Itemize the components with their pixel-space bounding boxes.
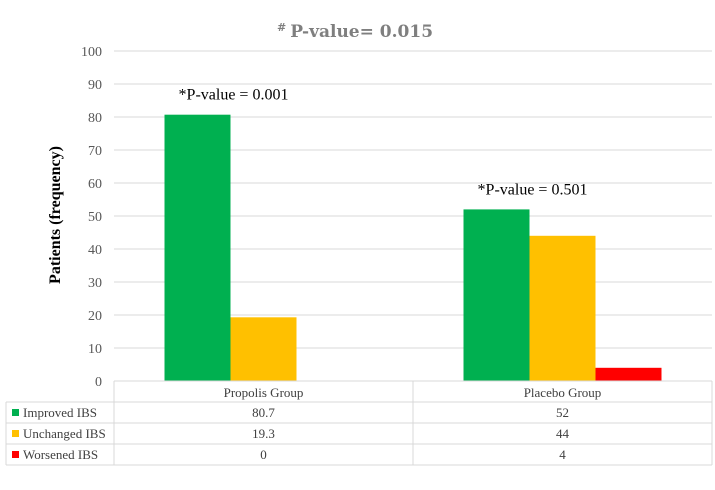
bar [164,114,231,381]
y-tick-label: 80 [88,111,102,126]
y-tick-label: 90 [88,78,102,93]
bar [529,235,596,381]
x-tick-label: Propolis Group [224,385,304,400]
legend-swatch [12,430,19,437]
bars [164,114,662,381]
chart-title: # P-value= 0.015 [277,21,433,42]
y-tick-label: 0 [95,375,102,390]
y-tick-label: 30 [88,276,102,291]
data-label: 52 [556,405,569,420]
y-axis-ticks: 0 10 20 30 40 50 60 70 80 90 100 [81,45,102,390]
y-tick-label: 20 [88,309,102,324]
y-tick-label: 10 [88,342,102,357]
data-label: 0 [260,447,267,462]
data-table: Propolis Group Placebo Group Improved IBS 8… [5,380,713,466]
data-label: 4 [559,447,566,462]
annotation-label: *P-value = 0.501 [478,181,588,198]
legend-swatch [12,409,19,416]
annotation-label: *P-value = 0.001 [179,87,289,104]
x-tick-label: Placebo Group [524,385,602,400]
y-tick-label: 50 [88,210,102,225]
annotations: *P-value = 0.001 *P-value = 0.501 [179,87,588,199]
y-tick-label: 100 [81,45,102,60]
bar [595,367,662,381]
y-tick-label: 60 [88,177,102,192]
chart-title-text: P-value= 0.015 [290,22,433,42]
legend-label: Improved IBS [23,405,97,420]
chart-title-mark: # [277,21,286,34]
bar [230,317,297,381]
data-label: 19.3 [252,426,275,441]
y-tick-label: 40 [88,243,102,258]
legend-label: Worsened IBS [23,447,98,462]
data-label: 80.7 [252,405,275,420]
y-axis-label: Patients (frequency) [47,146,64,284]
legend-swatch [12,451,19,458]
bar [463,209,530,381]
data-label: 44 [556,426,570,441]
legend-label: Unchanged IBS [23,426,106,441]
y-tick-label: 70 [88,144,102,159]
